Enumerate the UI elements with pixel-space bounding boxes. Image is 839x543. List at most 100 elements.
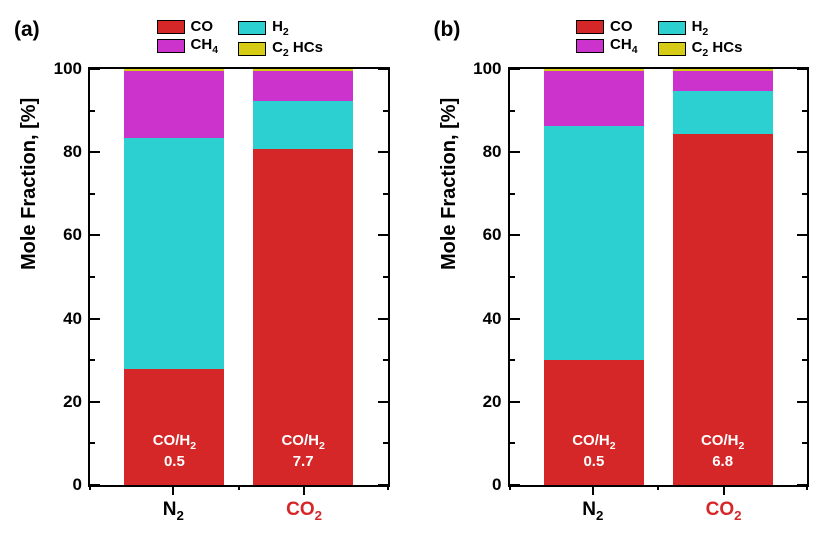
ytick-minor (802, 110, 807, 112)
xtick-minor (509, 485, 511, 490)
ytick-minor (90, 193, 95, 195)
ytick-minor (90, 276, 95, 278)
ytick-label: 100 (473, 59, 501, 79)
figure: (a) CO CH4 H2 C2 HCs (0, 0, 839, 543)
legend-col: CO CH4 (576, 18, 638, 59)
xtick-minor (657, 485, 659, 490)
ytick-minor (383, 276, 388, 278)
plot-area-a: CO/H2 0.5 CO/H2 7.7 020406080100 (88, 67, 390, 487)
ytick-major (797, 318, 807, 320)
swatch-ch4 (576, 39, 604, 53)
ytick-major (797, 68, 807, 70)
seg-ch4 (673, 71, 773, 91)
ytick-label: 80 (483, 142, 502, 162)
plot-area-b: CO/H2 0.5 CO/H2 6.8 020406080100 (508, 67, 810, 487)
ytick-major (90, 484, 100, 486)
ratio-label: CO/H2 (153, 432, 196, 449)
xtick-mark (592, 485, 594, 495)
ytick-major (90, 318, 100, 320)
xtick-minor (238, 485, 240, 490)
seg-ch4 (124, 71, 224, 138)
ytick-major (510, 318, 520, 320)
panel-a: (a) CO CH4 H2 C2 HCs (0, 0, 420, 543)
ytick-major (90, 151, 100, 153)
legend-item-ch4: CH4 (576, 36, 638, 56)
xtick-label: CO2 (254, 499, 354, 523)
panel-label-a: (a) (14, 18, 40, 42)
ytick-minor (510, 442, 515, 444)
legend-a: CO CH4 H2 C2 HCs (70, 18, 410, 59)
seg-h2 (673, 91, 773, 135)
ytick-minor (90, 110, 95, 112)
ytick-major (378, 68, 388, 70)
ratio-label: CO/H2 (701, 432, 744, 449)
swatch-co (157, 20, 185, 34)
ytick-minor (802, 193, 807, 195)
legend-label: H2 (692, 18, 709, 38)
ytick-major (378, 318, 388, 320)
ytick-minor (510, 276, 515, 278)
ytick-major (378, 234, 388, 236)
seg-h2 (544, 126, 644, 360)
ytick-minor (802, 276, 807, 278)
xtick-mark (303, 485, 305, 495)
ytick-label: 0 (492, 475, 501, 495)
y-axis-label: Mole Fraction, [%] (438, 98, 461, 270)
ytick-label: 80 (63, 142, 82, 162)
ytick-minor (510, 110, 515, 112)
legend-label: CO (610, 18, 633, 35)
xtick-minor (387, 485, 389, 490)
ratio-block: CO/H2 0.5 (124, 432, 224, 471)
ytick-label: 40 (483, 309, 502, 329)
swatch-co (576, 20, 604, 34)
legend-col: H2 C2 HCs (658, 18, 743, 59)
ytick-minor (802, 442, 807, 444)
ytick-minor (383, 193, 388, 195)
y-axis-label: Mole Fraction, [%] (18, 98, 41, 270)
ytick-minor (90, 359, 95, 361)
ratio-value: 0.5 (164, 453, 185, 470)
ratio-block: CO/H2 7.7 (253, 432, 353, 471)
legend-label: CO (191, 18, 214, 35)
legend-item-co: CO (157, 18, 219, 35)
xtick-minor (89, 485, 91, 490)
seg-ch4 (253, 71, 353, 101)
ytick-major (378, 151, 388, 153)
legend-label: CH4 (191, 36, 219, 56)
bars-a: CO/H2 0.5 CO/H2 7.7 (90, 69, 388, 485)
ytick-major (797, 151, 807, 153)
legend-item-ch4: CH4 (157, 36, 219, 56)
xtick-mark (172, 485, 174, 495)
swatch-h2 (658, 21, 686, 35)
ytick-major (510, 484, 520, 486)
ytick-minor (802, 359, 807, 361)
seg-h2 (253, 101, 353, 149)
ratio-value: 7.7 (293, 453, 314, 470)
xtick-label: N2 (543, 499, 643, 523)
ratio-value: 6.8 (712, 453, 733, 470)
panel-label-b: (b) (434, 18, 461, 42)
ytick-minor (383, 110, 388, 112)
ytick-label: 40 (63, 309, 82, 329)
legend-item-c2: C2 HCs (658, 39, 743, 59)
legend-b: CO CH4 H2 C2 HCs (490, 18, 830, 59)
panel-b: (b) CO CH4 H2 C2 HCs (420, 0, 839, 543)
xtick-label: CO2 (674, 499, 774, 523)
ratio-value: 0.5 (583, 453, 604, 470)
bar-a-n2: CO/H2 0.5 (124, 69, 224, 485)
ytick-minor (510, 359, 515, 361)
seg-ch4 (544, 71, 644, 126)
ytick-major (510, 68, 520, 70)
ytick-major (510, 401, 520, 403)
ytick-label: 60 (63, 225, 82, 245)
ytick-minor (510, 193, 515, 195)
legend-label: C2 HCs (692, 39, 743, 59)
swatch-ch4 (157, 39, 185, 53)
ytick-major (510, 151, 520, 153)
legend-col: H2 C2 HCs (238, 18, 323, 59)
xtick-minor (806, 485, 808, 490)
legend-item-co: CO (576, 18, 638, 35)
legend-label: CH4 (610, 36, 638, 56)
ratio-block: CO/H2 6.8 (673, 432, 773, 471)
ratio-label: CO/H2 (572, 432, 615, 449)
